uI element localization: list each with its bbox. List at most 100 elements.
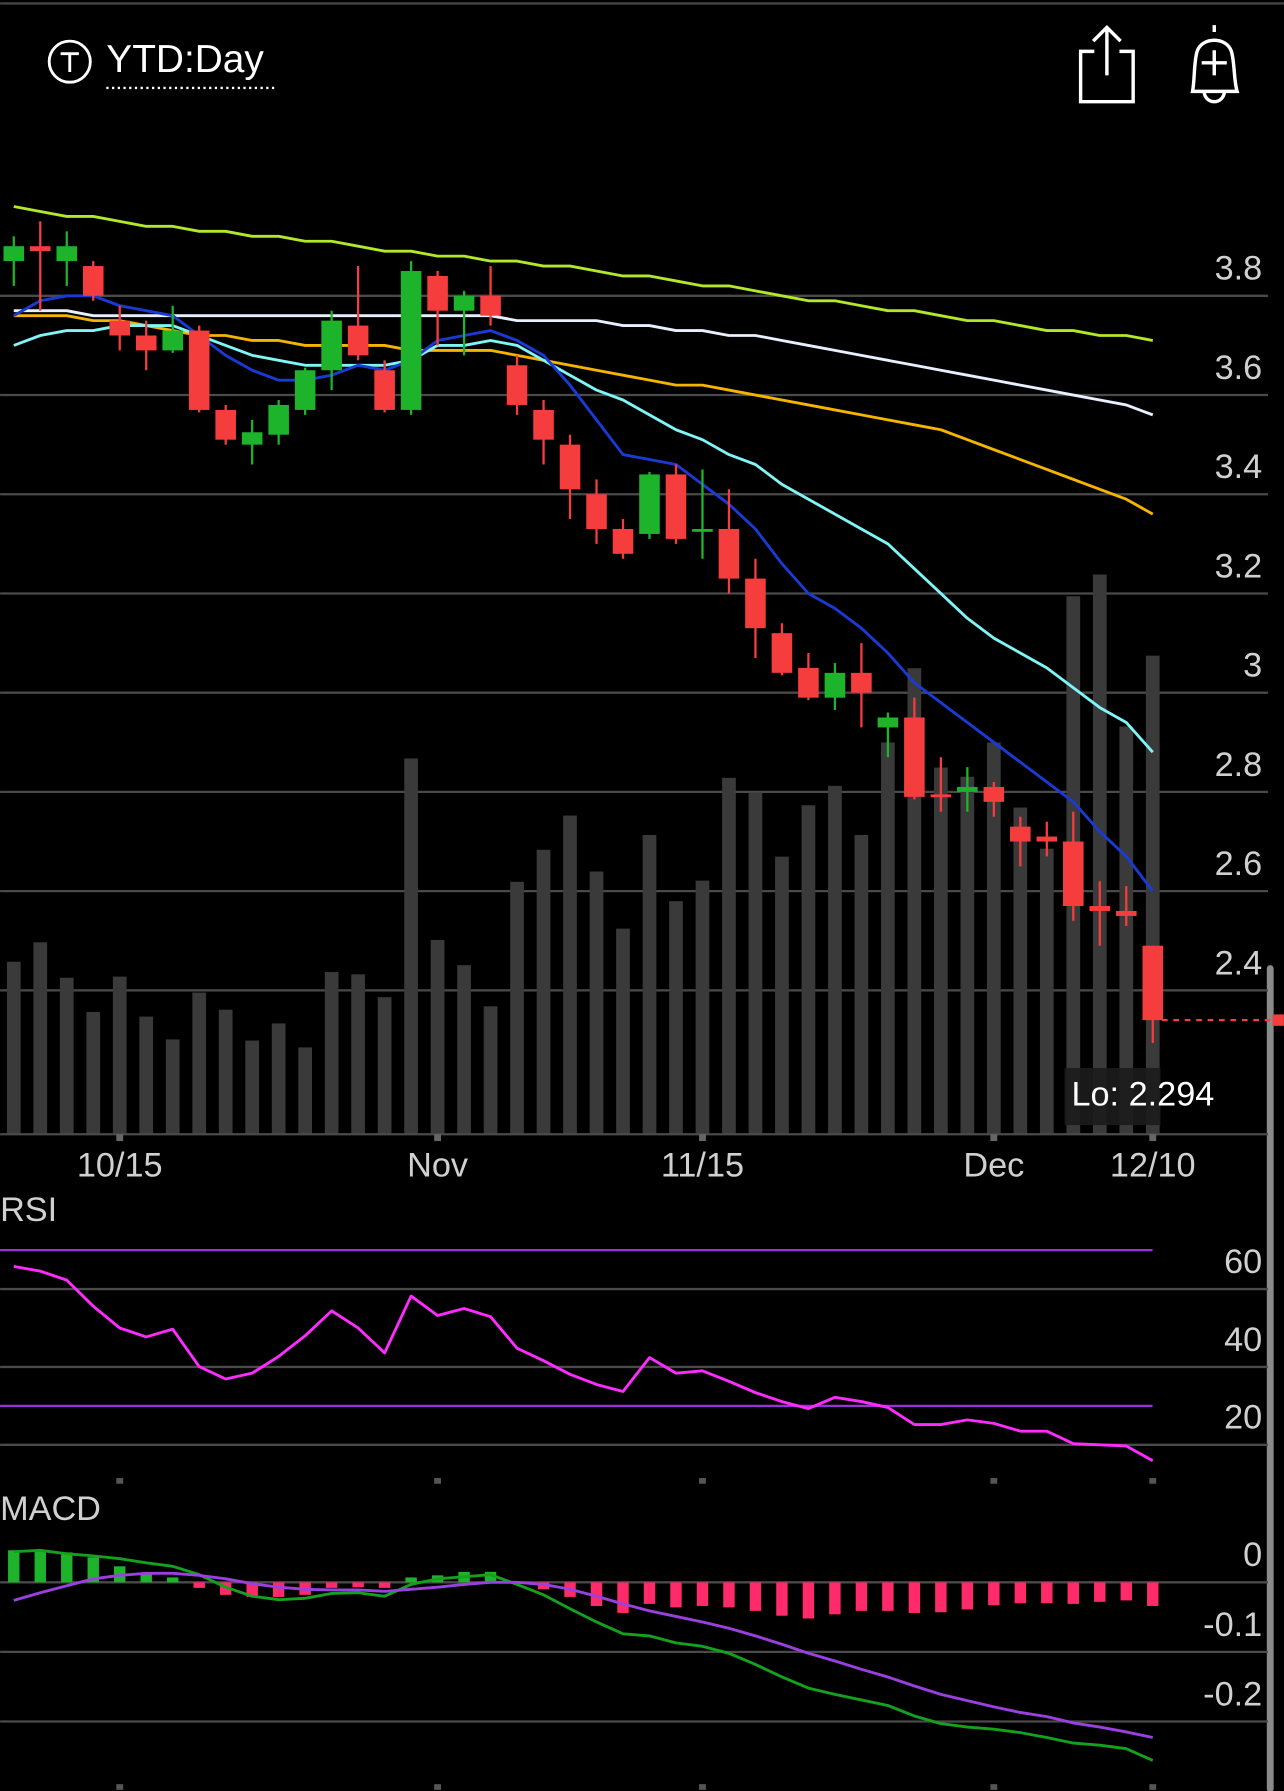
histogram-bar bbox=[352, 1582, 364, 1588]
x-tick-mark bbox=[990, 1784, 998, 1790]
candle-body bbox=[1115, 910, 1137, 916]
timeframe-icon bbox=[47, 39, 92, 84]
volume-bar bbox=[112, 976, 127, 1135]
candle-body bbox=[639, 474, 660, 534]
histogram-bar bbox=[855, 1582, 868, 1611]
volume-bar bbox=[1039, 848, 1054, 1135]
x-tick-mark bbox=[699, 1784, 706, 1790]
candle-body bbox=[771, 633, 793, 673]
candle-body bbox=[109, 320, 131, 336]
volume-bar bbox=[934, 767, 948, 1135]
histogram-bar bbox=[378, 1582, 391, 1588]
candle-body bbox=[241, 432, 263, 445]
candle-body bbox=[215, 409, 236, 440]
volume-bar bbox=[33, 942, 48, 1135]
histogram-bar bbox=[61, 1552, 73, 1583]
y-tick-label: 2.6 bbox=[1215, 845, 1263, 883]
histogram-bar bbox=[988, 1582, 1000, 1606]
candle-body bbox=[930, 794, 952, 798]
volume-bar bbox=[1092, 574, 1107, 1135]
candle-body bbox=[347, 325, 369, 356]
candle-body bbox=[1010, 826, 1031, 842]
volume-bar bbox=[536, 849, 551, 1135]
panel-title: MACD bbox=[0, 1490, 101, 1528]
volume-bar bbox=[589, 871, 604, 1135]
candle-body bbox=[506, 365, 528, 405]
candle-body bbox=[3, 246, 25, 262]
y-tick-label: 3.6 bbox=[1215, 349, 1263, 387]
volume-bar bbox=[695, 880, 710, 1135]
y-tick-label: 3.4 bbox=[1215, 448, 1263, 486]
x-tick-label: Dec bbox=[963, 1146, 1024, 1184]
rsi-line bbox=[13, 1265, 1154, 1463]
y-tick-label: 0 bbox=[1243, 1536, 1262, 1574]
candle-body bbox=[798, 667, 819, 698]
volume-bar bbox=[298, 1047, 313, 1135]
candle-body bbox=[1089, 906, 1111, 911]
histogram-bar bbox=[325, 1582, 338, 1588]
histogram-bar bbox=[87, 1557, 99, 1583]
candle-body bbox=[904, 717, 925, 797]
candle-body bbox=[82, 266, 104, 296]
candle-body bbox=[983, 786, 1005, 802]
volume-bar bbox=[775, 856, 789, 1135]
histogram-bar bbox=[1067, 1582, 1080, 1604]
histogram-bar bbox=[484, 1571, 497, 1583]
share-button[interactable] bbox=[1078, 24, 1135, 104]
x-tick-mark bbox=[116, 1784, 124, 1790]
histogram-bar bbox=[776, 1582, 788, 1616]
y-tick-label: 3.8 bbox=[1215, 250, 1263, 288]
y-tick-label: 2.4 bbox=[1215, 944, 1263, 982]
low-label: Lo: 2.294 bbox=[1071, 1076, 1214, 1114]
y-tick-label: 40 bbox=[1224, 1321, 1262, 1359]
candle-body bbox=[135, 335, 157, 351]
candle-body bbox=[268, 404, 289, 435]
macd-line bbox=[13, 1571, 1154, 1739]
histogram-bar bbox=[166, 1577, 179, 1583]
volume-bar bbox=[192, 992, 207, 1135]
candle-body bbox=[824, 672, 846, 698]
candle-body bbox=[559, 444, 581, 490]
x-tick-mark bbox=[434, 1134, 442, 1142]
volume-bar bbox=[324, 972, 339, 1135]
moving-average bbox=[13, 309, 1154, 417]
histogram-bar bbox=[749, 1582, 762, 1611]
histogram-bar bbox=[617, 1582, 629, 1613]
candle-body bbox=[665, 474, 687, 539]
volume-bar bbox=[139, 1016, 154, 1135]
timeframe-button[interactable]: YTD:Day bbox=[47, 38, 275, 90]
histogram-bar bbox=[140, 1573, 152, 1583]
candle-body bbox=[56, 246, 78, 262]
candle-body bbox=[1036, 836, 1058, 842]
histogram-bar bbox=[643, 1582, 656, 1604]
volume-bar bbox=[245, 1040, 260, 1135]
volume-bar bbox=[669, 901, 683, 1135]
volume-bar bbox=[404, 758, 418, 1135]
y-tick-label: 3.2 bbox=[1215, 547, 1263, 585]
volume-bar bbox=[854, 834, 869, 1135]
x-tick-mark bbox=[116, 1134, 124, 1142]
x-tick-mark bbox=[434, 1784, 442, 1790]
volume-bar bbox=[377, 997, 392, 1135]
x-tick-label: 11/15 bbox=[661, 1146, 744, 1184]
histogram-bar bbox=[34, 1550, 46, 1583]
volume-bar bbox=[642, 834, 657, 1135]
x-tick-mark bbox=[1149, 1134, 1157, 1142]
candle-body bbox=[374, 370, 395, 410]
volume-bar bbox=[960, 776, 975, 1135]
volume-bar bbox=[722, 777, 736, 1135]
histogram-bar bbox=[1014, 1582, 1027, 1604]
x-tick-label: Nov bbox=[407, 1146, 469, 1184]
candle-body bbox=[1142, 945, 1164, 1021]
volume-bar bbox=[801, 805, 816, 1135]
volume-bar bbox=[986, 742, 1001, 1135]
histogram-bar bbox=[802, 1582, 815, 1619]
candle-body bbox=[321, 320, 342, 371]
x-tick-mark bbox=[699, 1134, 706, 1142]
candle-body bbox=[162, 330, 183, 351]
histogram-bar bbox=[1041, 1582, 1053, 1604]
volume-bar bbox=[483, 1006, 498, 1135]
alert-button[interactable] bbox=[1190, 25, 1240, 104]
